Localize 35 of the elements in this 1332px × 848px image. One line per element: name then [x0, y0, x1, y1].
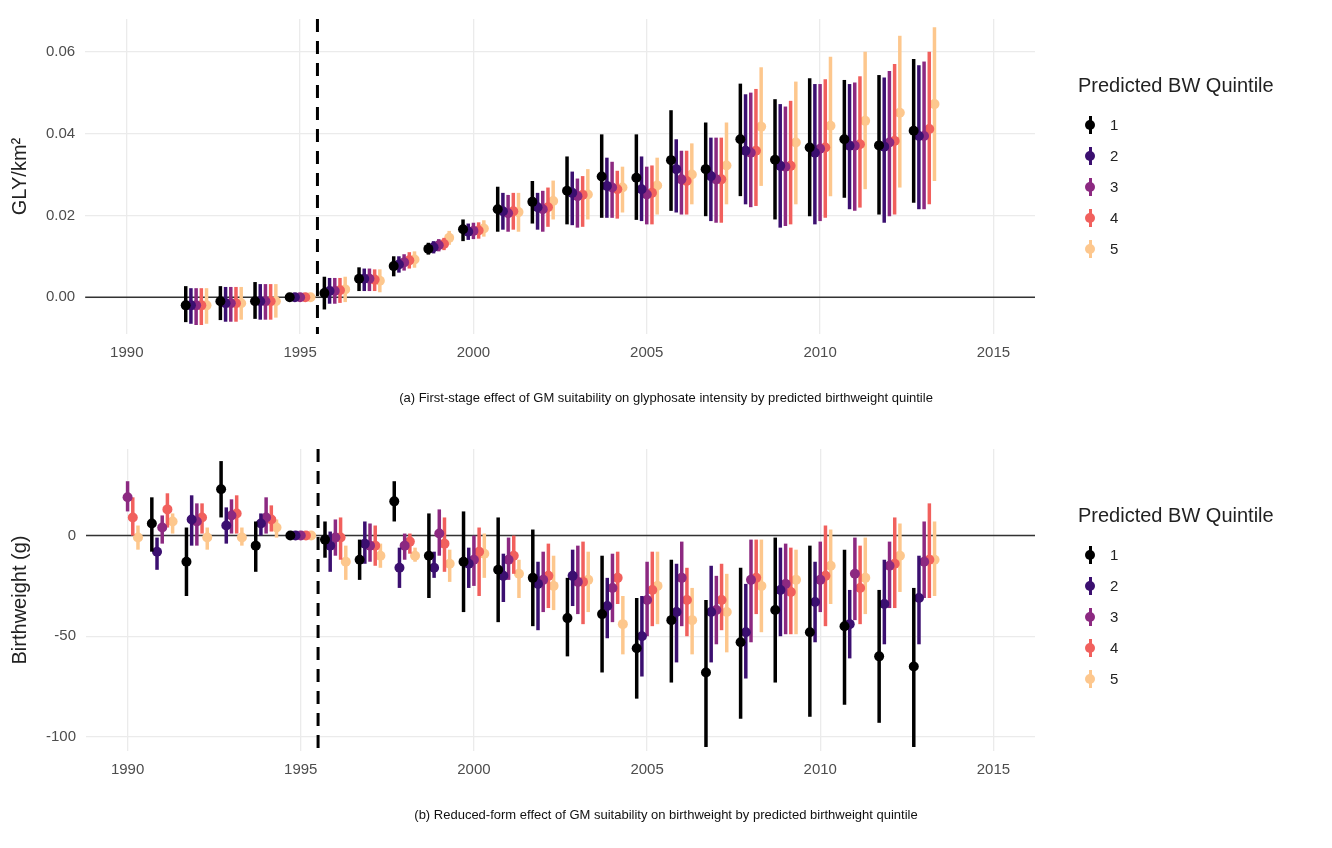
x-tick-label: 2015	[976, 343, 1011, 361]
y-tick-label: -50	[54, 626, 77, 644]
x-tick-label: 2005	[630, 343, 664, 361]
legend-label: 2	[1110, 147, 1119, 164]
legend-title: Predicted BW Quintile	[1078, 74, 1274, 97]
legend-label: 4	[1110, 639, 1119, 656]
x-tick-label: 2000	[457, 760, 491, 778]
x-tick-label: 2010	[803, 343, 837, 361]
x-tick-label: 2010	[803, 760, 837, 778]
legend-label: 3	[1110, 178, 1119, 195]
legend-label: 1	[1110, 546, 1119, 563]
legend-label: 2	[1110, 577, 1119, 594]
y-axis-title: Birthweight (g)	[7, 535, 30, 665]
y-tick-label: 0	[67, 525, 77, 543]
x-tick-label: 2015	[976, 760, 1011, 778]
legend-label: 1	[1110, 116, 1119, 133]
legend-title: Predicted BW Quintile	[1078, 504, 1274, 527]
x-tick-label: 1995	[283, 343, 317, 361]
x-tick-label: 1990	[110, 343, 144, 361]
legend-label: 4	[1110, 209, 1119, 226]
legend-label: 3	[1110, 608, 1119, 625]
text: (a) First-stage effect of GM suitability on glyphosate intensity by predicted birthweight quintile	[398, 389, 934, 407]
legend-label: 5	[1110, 240, 1119, 257]
y-tick-label: 0.00	[45, 287, 76, 305]
x-tick-label: 2000	[456, 343, 491, 361]
y-axis-title: GLY/km²	[7, 137, 30, 216]
x-tick-label: 1995	[284, 760, 318, 778]
y-tick-label: 0.06	[45, 41, 76, 59]
x-tick-label: 2005	[630, 760, 664, 778]
y-tick-label: 0.04	[45, 123, 76, 141]
y-tick-label: -100	[45, 727, 77, 745]
y-tick-label: 0.02	[45, 205, 76, 223]
text: (b) Reduced-form effect of GM suitability on birthweight by predicted birthweight quintile	[413, 806, 919, 824]
legend-label: 5	[1110, 670, 1119, 687]
x-tick-label: 1990	[110, 760, 145, 778]
